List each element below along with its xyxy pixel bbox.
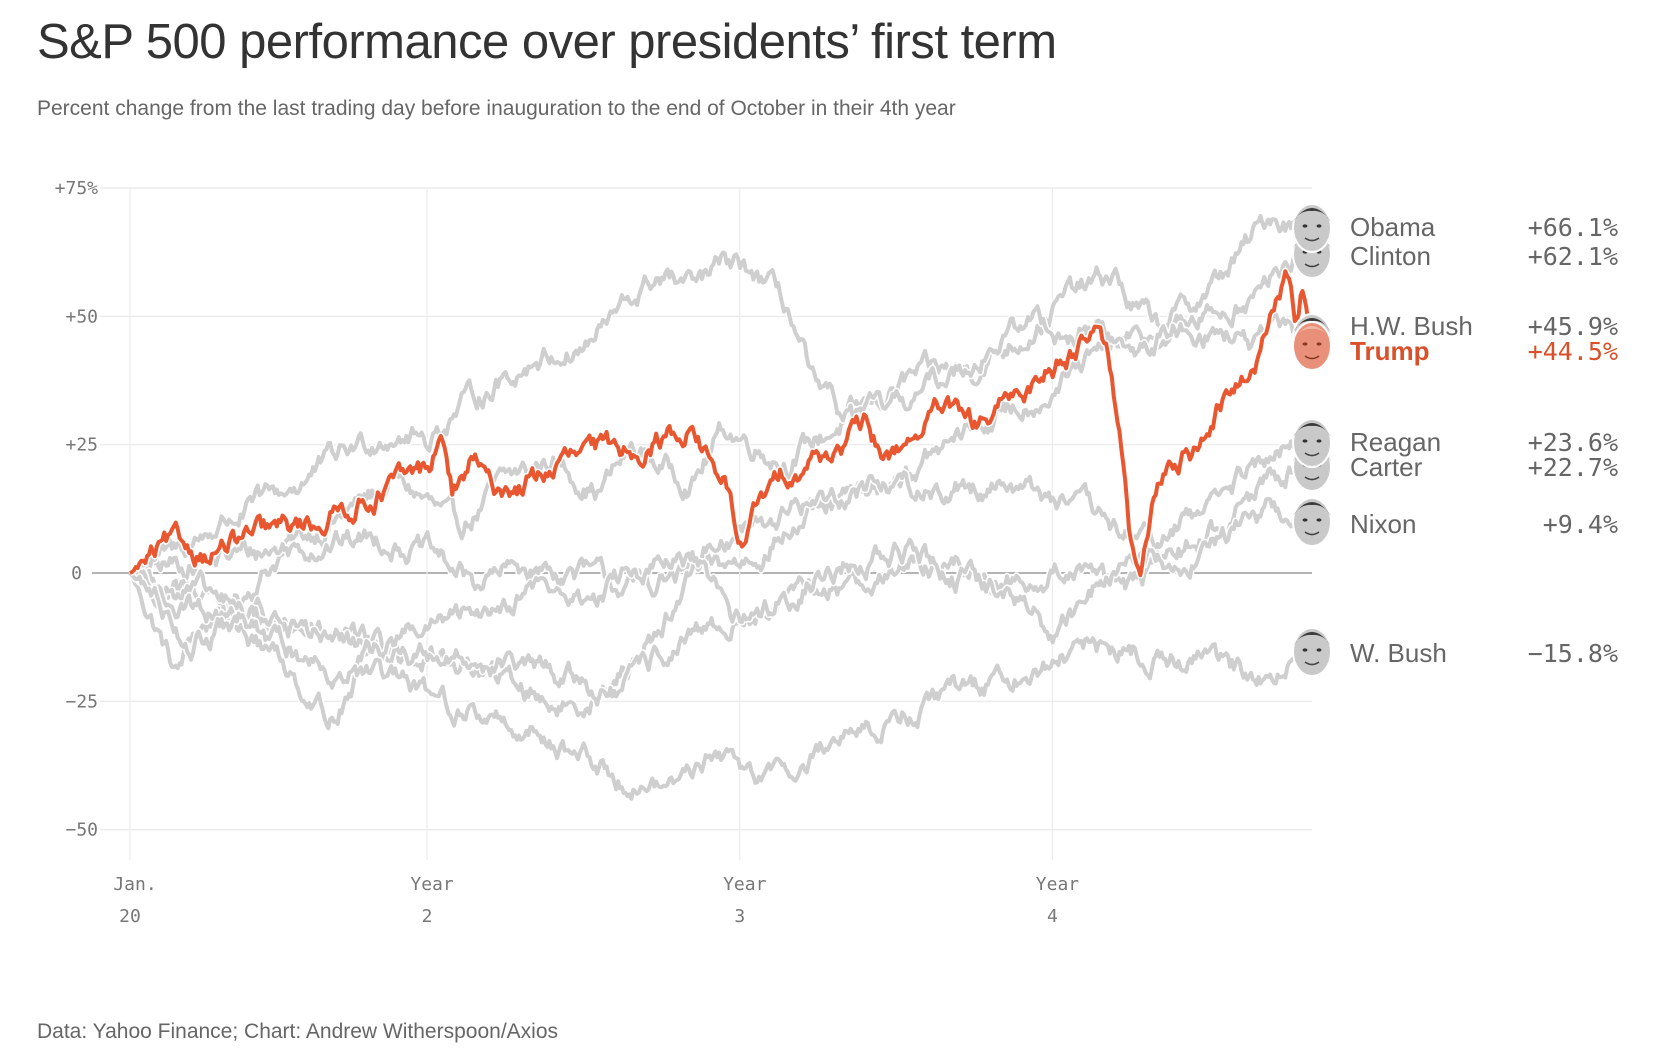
y-axis: +75% +50 +25 0 −25 −50 [55,178,99,841]
hair-shape [1293,632,1331,646]
legend-item: W. Bush −15.8% [1350,638,1618,668]
y-tick-label: −50 [65,820,98,841]
line-chart: +75%+50+250−25−50 Jan.20Year2Year3Year4 … [55,178,1618,927]
legend-name: Carter [1350,452,1423,482]
w-bush-face-icon [1292,627,1332,677]
series-line-h-w-bush [129,250,1314,578]
eye-left [1302,518,1308,522]
x-tick-label: 20 [119,906,141,927]
eye-right [1316,439,1322,443]
eye-right [1316,518,1322,522]
chart-title: S&P 500 performance over presidents’ fir… [37,15,1057,69]
hair-shape [1293,326,1331,340]
mouth [1304,263,1320,268]
face-shape [1292,321,1332,371]
legend-name: Reagan [1350,427,1441,457]
mouth [1304,531,1320,536]
legend-name: Trump [1350,336,1429,366]
eye-left [1302,648,1308,652]
mouth [1304,452,1320,457]
eye-left [1302,342,1308,346]
hair-shape [1293,208,1331,222]
series-halo-obama [126,212,1315,672]
x-tick-label: 4 [1047,906,1058,927]
mouth [1304,237,1320,242]
face-shape [1292,627,1332,677]
legend-name: Nixon [1350,509,1416,539]
y-tick-label: −25 [65,691,98,712]
legend-value: +9.4% [1543,510,1618,539]
eye-left [1302,439,1308,443]
legend: Obama +66.1%Clinton +62.1%H.W. Bush +45.9%T… [1350,212,1618,668]
face-icons [1292,203,1332,677]
legend-value: +62.1% [1528,242,1618,271]
x-tick-label: Year [410,874,454,895]
legend-name: Obama [1350,212,1436,242]
nixon-face-icon [1292,497,1332,547]
legend-value: +66.1% [1528,213,1618,242]
series-line-trump [129,269,1314,578]
x-tick-label: 3 [734,906,745,927]
legend-item: Trump +44.5% [1350,336,1618,366]
legend-value: −15.8% [1528,639,1618,668]
legend-item: Reagan +23.6% [1350,427,1618,457]
series-line-obama [128,213,1314,671]
hair-shape [1293,423,1331,437]
legend-value: +44.5% [1528,337,1618,366]
y-tick-label: +50 [65,306,98,327]
legend-value: +45.9% [1528,312,1618,341]
x-tick-label: Jan. [113,874,156,895]
legend-name: Clinton [1350,241,1431,271]
legend-item: H.W. Bush +45.9% [1350,311,1618,341]
eye-right [1316,342,1322,346]
legend-name: H.W. Bush [1350,311,1473,341]
legend-item: Nixon +9.4% [1350,509,1618,539]
series-line-carter [129,455,1314,707]
face-shape [1292,203,1332,253]
legend-value: +23.6% [1528,428,1618,457]
series-line-nixon [129,497,1314,731]
legend-item: Obama +66.1% [1350,212,1618,242]
obama-face-icon [1292,203,1332,253]
x-tick-label: Year [723,874,767,895]
y-tick-label: 0 [71,563,82,584]
face-shape [1292,497,1332,547]
mouth [1304,355,1320,360]
trump-face-icon [1292,321,1332,371]
chart-subtitle: Percent change from the last trading day… [37,97,956,120]
highlight-line-group [128,267,1316,579]
y-tick-label: +75% [55,178,99,199]
y-tick-label: +25 [65,435,98,456]
hair-shape [1293,502,1331,516]
legend-item: Clinton +62.1% [1350,241,1618,271]
eye-right [1316,224,1322,228]
mouth [1304,476,1320,481]
series-halo-w-bush [127,570,1314,803]
legend-item: Carter +22.7% [1350,452,1618,482]
hair-shape [1293,318,1331,332]
series-line-w-bush [128,571,1313,801]
source-note: Data: Yahoo Finance; Chart: Andrew Withe… [37,1020,559,1043]
x-axis: Jan. 20 Year 2 Year 3 Year 4 [113,874,1079,927]
x-tick-label: Year [1036,874,1080,895]
other-presidents-lines [126,212,1316,803]
legend-name: W. Bush [1350,638,1447,668]
x-tick-label: 2 [422,906,433,927]
mouth [1304,661,1320,666]
reagan-face-icon [1292,418,1332,468]
eye-right [1316,648,1322,652]
face-shape [1292,418,1332,468]
eye-left [1302,224,1308,228]
legend-value: +22.7% [1528,453,1618,482]
